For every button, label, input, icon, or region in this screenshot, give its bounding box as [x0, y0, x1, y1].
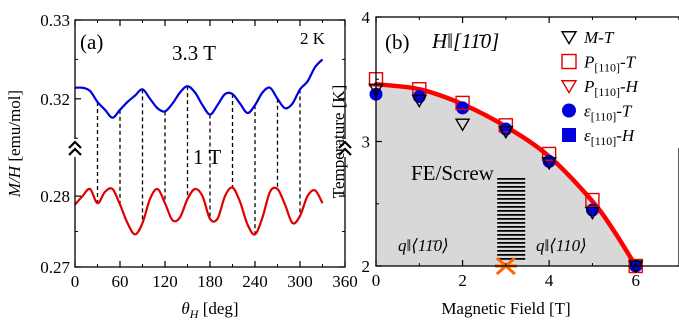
- triangle-marker: [498, 125, 514, 140]
- region-label-right: q‖⟨110⟩: [536, 236, 587, 255]
- x-tick-label: 0: [71, 272, 80, 291]
- y-tick-label: 2: [362, 257, 371, 276]
- square-marker: [585, 192, 600, 208]
- temperature-label: 2 K: [300, 29, 326, 48]
- legend-background: [556, 20, 679, 148]
- panel-b-label: (b): [385, 30, 410, 54]
- panel-a-x-axis-label: θH [deg]: [181, 299, 238, 321]
- x-label-subscript: H: [189, 307, 200, 321]
- x-tick-label: 60: [112, 272, 129, 291]
- axis-break-chevron: [338, 147, 352, 156]
- y-tick-label: 0.27: [40, 258, 70, 277]
- legend-entry-2: P[110]-H: [583, 77, 640, 99]
- legend-symbol: P: [583, 53, 594, 72]
- region-label-left: q‖⟨11̄0⟩: [398, 236, 449, 255]
- legend-suffix: -T: [616, 102, 633, 121]
- x-tick-label: 240: [242, 272, 268, 291]
- panel-b-y-axis-label: Temperature [K]: [329, 85, 348, 199]
- filled-square-marker: [562, 128, 576, 142]
- dashed-guides: [96, 86, 301, 235]
- y-tick-label: 3: [362, 133, 371, 152]
- y-tick-label: 0.32: [40, 90, 70, 109]
- x-tick-label: 4: [545, 271, 554, 290]
- x-tick-label: 2: [458, 271, 467, 290]
- series-line-0: [74, 58, 324, 119]
- series-label-1T: 1 T: [193, 145, 221, 169]
- x-tick-label: 0: [372, 271, 381, 290]
- legend-suffix: -H: [620, 77, 640, 96]
- x-label-symbol: θ: [181, 299, 189, 318]
- legend: M-TP[110]-TP[110]-Hε[110]-Tε[110]-H: [556, 20, 679, 148]
- magnetization-curves: [74, 58, 324, 236]
- y-tick-label: 4: [362, 8, 371, 27]
- circle-marker: [562, 103, 576, 118]
- axis-break-chevron: [338, 140, 352, 149]
- x-tick-label: 180: [197, 272, 223, 291]
- circle-marker: [456, 101, 470, 115]
- axis-break-chevron: [68, 140, 82, 149]
- x-tick-label: 300: [287, 272, 313, 291]
- series-line-1: [74, 186, 324, 236]
- legend-subscript: [110]: [594, 85, 620, 99]
- panel-a-ticks: 0 60 120 180 240 300 360 0.33 0.32 0.28 0.27: [40, 11, 358, 291]
- fe-screw-phase-region: [376, 84, 636, 266]
- legend-subscript: [110]: [594, 61, 620, 75]
- triangle-marker: [560, 31, 578, 46]
- triangle-marker: [411, 94, 428, 108]
- axis-break-marks: [68, 139, 352, 157]
- triangle-marker: [541, 157, 557, 171]
- square-marker: [541, 146, 557, 162]
- legend-entry-4: ε[110]-H: [584, 126, 636, 148]
- y-label-symbol: M/H: [5, 164, 24, 198]
- square-marker: [561, 53, 577, 70]
- phase-boundary-line: [373, 81, 638, 269]
- panel-a-label: (a): [80, 30, 103, 54]
- y-tick-label: 0.28: [40, 187, 70, 206]
- x-label-unit: [deg]: [198, 299, 238, 318]
- y-tick-label: 0.33: [40, 11, 70, 30]
- legend-suffix: -H: [616, 126, 636, 145]
- legend-subscript: [110]: [591, 134, 617, 148]
- square-marker: [498, 118, 514, 133]
- circle-marker: [412, 90, 426, 104]
- panel-a-y-axis-label: M/H [emu/mol]: [5, 90, 24, 198]
- triangle-marker: [584, 206, 601, 221]
- x-tick-label: 360: [332, 272, 358, 291]
- phase-label: FE/Screw: [411, 161, 495, 185]
- legend-symbol: ε: [584, 102, 591, 121]
- hatched-region: [497, 177, 526, 260]
- field-direction-label: H‖[11̄0]: [431, 29, 499, 53]
- panel-b-x-axis-label: Magnetic Field [T]: [441, 299, 570, 318]
- panel-a-magnetization-plot: 0 60 120 180 240 300 360 0.33 0.32 0.28 0.27 (a) 2…: [5, 11, 358, 321]
- x-tick-label: 120: [152, 272, 178, 291]
- legend-symbol: ε: [584, 126, 591, 145]
- legend-entry-1: P[110]-T: [583, 53, 637, 75]
- triangle-marker: [560, 80, 578, 95]
- triangle-marker: [454, 118, 471, 132]
- x-tick-label: 6: [631, 271, 640, 290]
- series-label-3-3T: 3.3 T: [172, 41, 216, 65]
- legend-subscript: [110]: [591, 110, 617, 124]
- legend-entry-0: M-T: [583, 28, 615, 47]
- legend-suffix: -T: [620, 53, 637, 72]
- axis-break-chevron: [68, 147, 82, 156]
- legend-entry-3: ε[110]-T: [584, 102, 633, 124]
- y-label-unit: [emu/mol]: [5, 90, 24, 166]
- legend-symbol: P: [583, 77, 594, 96]
- square-marker: [455, 95, 470, 111]
